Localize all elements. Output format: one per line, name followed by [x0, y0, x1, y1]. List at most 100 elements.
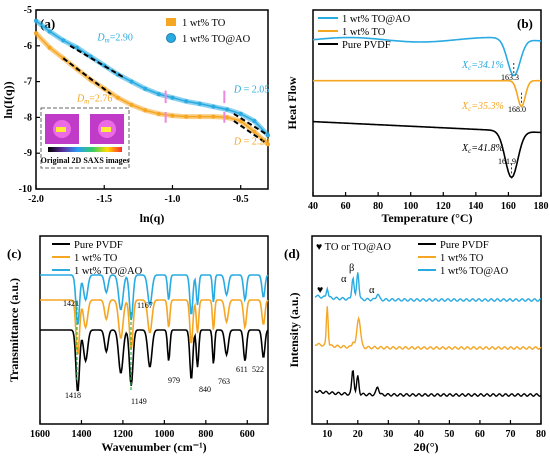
a-point-1-15 — [238, 118, 243, 123]
d-xtick-label-2: 30 — [383, 429, 393, 440]
panel-b: (b) Temperature (°C) Heat Flow 40 60 80 100… — [285, 9, 549, 225]
a-point-0-14 — [225, 107, 230, 112]
panel-label-c: (c) — [7, 246, 21, 261]
panel-label-d: (d) — [284, 246, 300, 261]
c-xtick-label-3: 1000 — [154, 429, 174, 440]
legend-label-pvdf-c: Pure PVDF — [74, 240, 123, 251]
plot-frame-a — [35, 9, 269, 190]
x-axis-title-a: ln(q) — [140, 211, 165, 225]
a-fit-line-to-high — [233, 120, 266, 144]
c-xtick-label-0: 1600 — [30, 429, 50, 440]
peak-611: 611 — [236, 365, 248, 374]
d-xtick-label-1: 20 — [353, 429, 363, 440]
a-fit-line-toao — [69, 44, 126, 79]
a-series-line-1 — [35, 32, 269, 145]
a-point-1-17 — [266, 142, 270, 147]
a-point-1-0 — [34, 31, 38, 36]
legend-label-pvdf-d: Pure PVDF — [440, 240, 489, 251]
legend-b: 1 wt% TO@AO 1 wt% TO Pure PVDF — [318, 14, 411, 51]
ftir-peak-labels: 1421 1167 1418 1149 979 840 763 611 522 — [63, 299, 264, 406]
saxs-inset: Original 2D SAXS images — [40, 107, 130, 169]
panel-d: (d) 2θ(°) Intensity (a.u.) 10 20 30 40 50 60 7… — [284, 235, 546, 454]
a-point-0-7 — [129, 79, 134, 84]
peak-label-toao-b: 163.3 — [501, 73, 519, 82]
b-series-line-0 — [312, 36, 542, 77]
a-ytick-label-5: -5 — [24, 5, 32, 16]
b-xtick-label-1: 60 — [341, 201, 351, 212]
a-annotation-0: Dm=2.90 — [96, 32, 132, 44]
b-xtick-label-6: 160 — [501, 201, 516, 212]
a-annotation-1: Dm=2.76 — [76, 93, 112, 105]
b-xtick-label-2: 80 — [373, 201, 383, 212]
a-point-1-16 — [252, 129, 257, 134]
d-xtick-label-3: 40 — [414, 429, 424, 440]
d-xtick-label-7: 80 — [536, 429, 546, 440]
peak-522: 522 — [252, 365, 264, 374]
legend-marker-to — [166, 18, 176, 26]
d-xtick-label-6: 70 — [505, 429, 515, 440]
a-point-0-9 — [156, 92, 161, 97]
a-xtick-label-1: -1.5 — [96, 194, 112, 205]
b-xtick-label-0: 40 — [308, 201, 318, 212]
a-point-0-16 — [252, 118, 257, 123]
peak-1418: 1418 — [65, 391, 81, 400]
a-ytick-label-2: -8 — [24, 112, 32, 123]
legend-label-toao-b: 1 wt% TO@AO — [342, 14, 411, 25]
d-series-line-0 — [314, 369, 542, 397]
c-xtick-label-4: 800 — [198, 429, 213, 440]
peak-label-to-b: 168.0 — [508, 105, 526, 114]
peak-1167: 1167 — [137, 301, 153, 310]
crystallinity-labels: Xc=34.1% Xc=35.3% Xc=41.8% 163.3 168.0 1… — [461, 60, 526, 166]
panel-a: (a) ln(q) ln(I(q)) -2.0 -1.5 -1.0 -0.5-10-9… — [1, 5, 270, 225]
peak-763: 763 — [218, 377, 230, 386]
a-point-1-11 — [184, 114, 189, 119]
y-axis-title-a: ln(I(q)) — [1, 81, 15, 118]
a-point-0-3 — [74, 45, 79, 50]
d-xtick-label-5: 60 — [475, 429, 485, 440]
a-point-0-2 — [61, 38, 66, 43]
a-ytick-label-1: -9 — [24, 148, 32, 159]
a-point-1-12 — [197, 114, 202, 119]
a-point-1-10 — [170, 113, 175, 118]
plot-frame-d — [311, 235, 542, 425]
a-xtick-label-3: -0.5 — [233, 194, 249, 205]
a-fit-line-to — [62, 57, 112, 95]
y-axis-title-b: Heat Flow — [285, 76, 299, 129]
saxs-beamstop-1 — [56, 127, 66, 132]
legend-note-d: ♥ TO or TO@AO — [316, 242, 391, 253]
xc-label-to: Xc=35.3% — [461, 101, 504, 113]
b-xtick-label-5: 140 — [468, 201, 483, 212]
legend-c: Pure PVDF 1 wt% TO 1 wt% TO@AO — [52, 240, 143, 277]
xc-label-pvdf: Xc=41.8% — [461, 143, 504, 155]
peak-1421: 1421 — [63, 299, 79, 308]
c-series-line-1 — [40, 299, 269, 355]
saxs-beamstop-2 — [101, 127, 111, 132]
peak-label-pvdf-b: 161.9 — [498, 157, 516, 166]
y-axis-title-c: Transmittance (a.u.) — [7, 278, 21, 382]
plot-frame-b — [312, 9, 542, 197]
a-ytick-label-3: -7 — [24, 77, 32, 88]
xrd-peak-marks: ♥ α β α — [317, 263, 375, 296]
a-point-1-6 — [115, 95, 120, 100]
legend-marker-toao — [166, 33, 176, 43]
legend-label-toao: 1 wt% TO@AO — [182, 34, 251, 45]
legend-label-toao-c: 1 wt% TO@AO — [74, 266, 143, 277]
xc-label-toao: Xc=34.1% — [461, 60, 504, 72]
y-axis-title-d: Intensity (a.u.) — [287, 292, 301, 367]
x-axis-title-c: Wavenumber (cm⁻¹) — [101, 440, 206, 454]
a-ytick-label-4: -6 — [24, 41, 32, 52]
a-point-0-0 — [34, 18, 38, 23]
a-fit-line-toao-high — [233, 112, 266, 135]
a-ytick-label-0: -10 — [19, 184, 32, 195]
a-point-1-7 — [129, 102, 134, 107]
legend-label-to-c: 1 wt% TO — [74, 253, 118, 264]
b-xtick-label-7: 180 — [534, 201, 549, 212]
a-point-0-15 — [238, 111, 243, 116]
legend-a: 1 wt% TO 1 wt% TO@AO — [166, 18, 251, 45]
a-point-1-13 — [211, 114, 216, 119]
a-point-1-9 — [156, 111, 161, 116]
d-xtick-label-4: 50 — [444, 429, 454, 440]
a-point-0-12 — [197, 101, 202, 106]
b-series-line-1 — [313, 79, 542, 109]
